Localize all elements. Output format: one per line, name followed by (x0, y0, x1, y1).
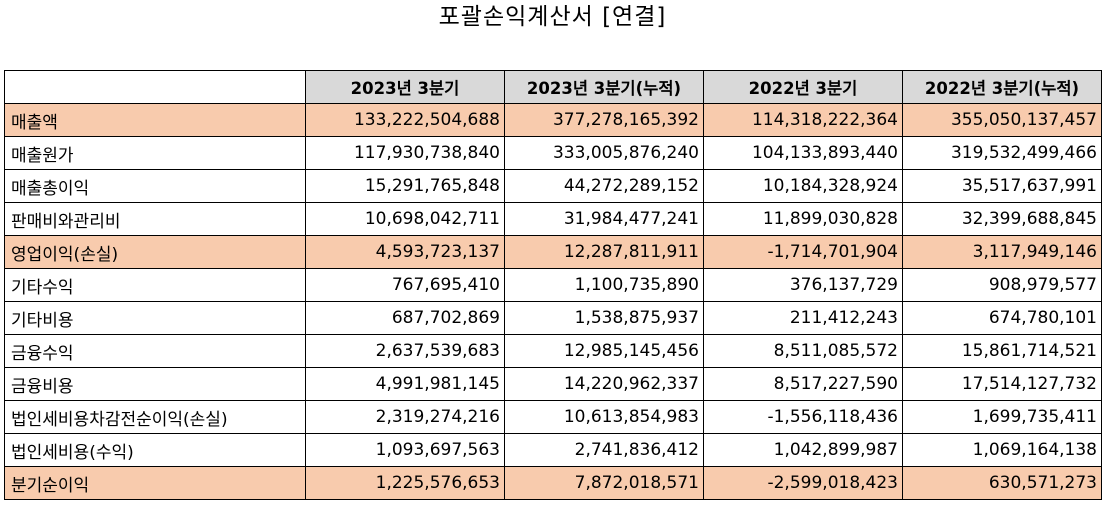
value-cell: 11,899,030,828 (703, 202, 903, 236)
table-row-revenue: 매출액 133,222,504,688 377,278,165,392 114,… (4, 103, 1102, 137)
table-row-sga-expenses: 판매비와관리비 10,698,042,711 31,984,477,241 11… (4, 202, 1102, 236)
value-cell: 8,517,227,590 (703, 367, 903, 401)
value-cell: 674,780,101 (902, 301, 1102, 335)
value-cell: 767,695,410 (305, 268, 505, 302)
value-cell: 8,511,085,572 (703, 334, 903, 368)
value-cell: 7,872,018,571 (504, 466, 704, 500)
value-cell: 1,225,576,653 (305, 466, 505, 500)
value-cell: 355,050,137,457 (902, 103, 1102, 137)
table-row-finance-income: 금융수익 2,637,539,683 12,985,145,456 8,511,… (4, 334, 1102, 368)
table-row-cost-of-sales: 매출원가 117,930,738,840 333,005,876,240 104… (4, 136, 1102, 170)
table-row-other-expenses: 기타비용 687,702,869 1,538,875,937 211,412,2… (4, 301, 1102, 335)
value-cell: 2,741,836,412 (504, 433, 704, 467)
value-cell: 44,272,289,152 (504, 169, 704, 203)
row-label: 기타비용 (4, 301, 306, 335)
value-cell: 117,930,738,840 (305, 136, 505, 170)
table-row-finance-costs: 금융비용 4,991,981,145 14,220,962,337 8,517,… (4, 367, 1102, 401)
value-cell: 114,318,222,364 (703, 103, 903, 137)
value-cell: 31,984,477,241 (504, 202, 704, 236)
value-cell: 377,278,165,392 (504, 103, 704, 137)
header-row: 2023년 3분기 2023년 3분기(누적) 2022년 3분기 2022년 … (4, 70, 1102, 104)
value-cell: 376,137,729 (703, 268, 903, 302)
row-label: 영업이익(손실) (4, 235, 306, 269)
row-label: 금융수익 (4, 334, 306, 368)
value-cell: -1,714,701,904 (703, 235, 903, 269)
table-row-gross-profit: 매출총이익 15,291,765,848 44,272,289,152 10,1… (4, 169, 1102, 203)
value-cell: 15,861,714,521 (902, 334, 1102, 368)
header-corner-cell (4, 70, 306, 104)
value-cell: 12,287,811,911 (504, 235, 704, 269)
value-cell: 12,985,145,456 (504, 334, 704, 368)
value-cell: -2,599,018,423 (703, 466, 903, 500)
value-cell: 1,042,899,987 (703, 433, 903, 467)
value-cell: 1,538,875,937 (504, 301, 704, 335)
column-header: 2023년 3분기(누적) (504, 70, 704, 104)
value-cell: 2,319,274,216 (305, 400, 505, 434)
value-cell: 687,702,869 (305, 301, 505, 335)
value-cell: 4,593,723,137 (305, 235, 505, 269)
value-cell: 32,399,688,845 (902, 202, 1102, 236)
row-label: 분기순이익 (4, 466, 306, 500)
value-cell: 10,698,042,711 (305, 202, 505, 236)
table-row-other-income: 기타수익 767,695,410 1,100,735,890 376,137,7… (4, 268, 1102, 302)
value-cell: 10,613,854,983 (504, 400, 704, 434)
row-label: 매출총이익 (4, 169, 306, 203)
statement-title: 포괄손익계산서 [연결] (438, 4, 667, 30)
value-cell: 104,133,893,440 (703, 136, 903, 170)
income-statement-table: 2023년 3분기 2023년 3분기(누적) 2022년 3분기 2022년 … (4, 70, 1102, 500)
row-label: 금융비용 (4, 367, 306, 401)
row-label: 법인세비용차감전순이익(손실) (4, 400, 306, 434)
column-header: 2023년 3분기 (305, 70, 505, 104)
value-cell: 1,699,735,411 (902, 400, 1102, 434)
value-cell: 2,637,539,683 (305, 334, 505, 368)
value-cell: 3,117,949,146 (902, 235, 1102, 269)
value-cell: 1,093,697,563 (305, 433, 505, 467)
table-row-income-tax: 법인세비용(수익) 1,093,697,563 2,741,836,412 1,… (4, 433, 1102, 467)
table-row-net-income: 분기순이익 1,225,576,653 7,872,018,571 -2,599… (4, 466, 1102, 500)
row-label: 매출원가 (4, 136, 306, 170)
value-cell: 133,222,504,688 (305, 103, 505, 137)
value-cell: 319,532,499,466 (902, 136, 1102, 170)
column-header: 2022년 3분기 (703, 70, 903, 104)
column-header: 2022년 3분기(누적) (902, 70, 1102, 104)
value-cell: 630,571,273 (902, 466, 1102, 500)
value-cell: -1,556,118,436 (703, 400, 903, 434)
value-cell: 4,991,981,145 (305, 367, 505, 401)
value-cell: 1,069,164,138 (902, 433, 1102, 467)
row-label: 법인세비용(수익) (4, 433, 306, 467)
value-cell: 10,184,328,924 (703, 169, 903, 203)
value-cell: 35,517,637,991 (902, 169, 1102, 203)
table-row-operating-income: 영업이익(손실) 4,593,723,137 12,287,811,911 -1… (4, 235, 1102, 269)
value-cell: 211,412,243 (703, 301, 903, 335)
row-label: 판매비와관리비 (4, 202, 306, 236)
value-cell: 17,514,127,732 (902, 367, 1102, 401)
value-cell: 14,220,962,337 (504, 367, 704, 401)
value-cell: 15,291,765,848 (305, 169, 505, 203)
row-label: 매출액 (4, 103, 306, 137)
value-cell: 908,979,577 (902, 268, 1102, 302)
row-label: 기타수익 (4, 268, 306, 302)
value-cell: 1,100,735,890 (504, 268, 704, 302)
value-cell: 333,005,876,240 (504, 136, 704, 170)
table-row-pretax-income: 법인세비용차감전순이익(손실) 2,319,274,216 10,613,854… (4, 400, 1102, 434)
